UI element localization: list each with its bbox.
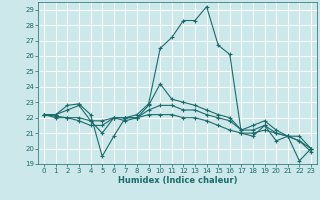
X-axis label: Humidex (Indice chaleur): Humidex (Indice chaleur) [118,176,237,185]
